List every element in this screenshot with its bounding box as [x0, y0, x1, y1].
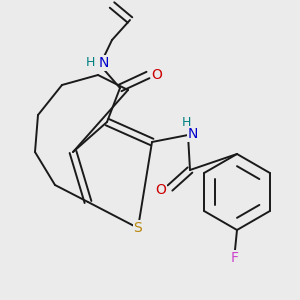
Text: H: H — [85, 56, 95, 70]
Text: H: H — [181, 116, 191, 128]
Text: N: N — [99, 56, 109, 70]
Text: O: O — [152, 68, 162, 82]
Text: N: N — [188, 127, 198, 141]
Text: F: F — [231, 251, 239, 265]
Text: O: O — [156, 183, 167, 197]
Text: S: S — [134, 221, 142, 235]
